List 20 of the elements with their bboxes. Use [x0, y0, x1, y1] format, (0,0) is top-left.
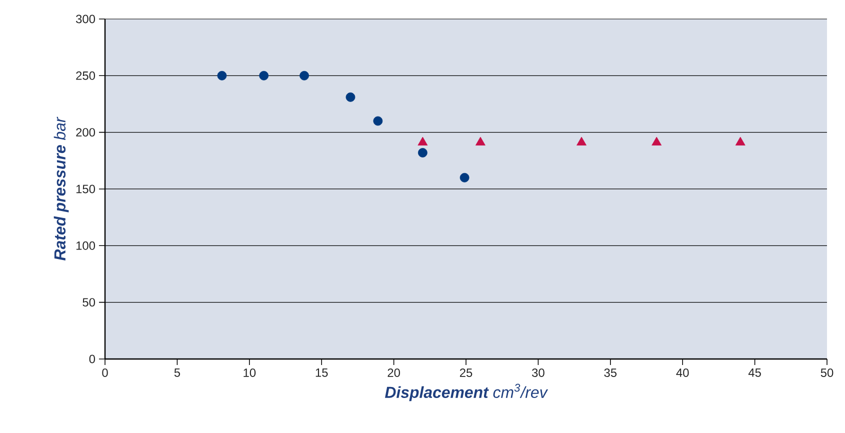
- x-tick-label: 40: [676, 368, 689, 377]
- y-tick-label: 50: [82, 298, 96, 307]
- y-tick-label: 100: [76, 241, 96, 250]
- x-tick-label: 35: [604, 368, 617, 377]
- x-tick-label: 5: [174, 368, 180, 377]
- y-tick-label: 0: [89, 354, 96, 364]
- y-tick-label: 150: [76, 184, 96, 194]
- x-tick-label: 10: [244, 368, 256, 377]
- y-axis-title: Rated pressure bar: [54, 116, 69, 260]
- x-tick-label: 50: [820, 368, 834, 377]
- x-tick-label: 30: [532, 368, 544, 377]
- x-tick-label: 0: [102, 368, 108, 377]
- y-tick-label: 300: [76, 14, 96, 24]
- x-axis-title: Displacement cm$^{3}$/rev: [384, 384, 548, 402]
- x-tick-label: 15: [316, 368, 328, 377]
- x-tick-label: 45: [748, 368, 761, 377]
- x-tick-label: 25: [460, 368, 472, 377]
- y-tick-label: 250: [76, 71, 96, 80]
- x-tick-label: 20: [388, 368, 400, 377]
- y-tick-label: 200: [76, 128, 96, 137]
